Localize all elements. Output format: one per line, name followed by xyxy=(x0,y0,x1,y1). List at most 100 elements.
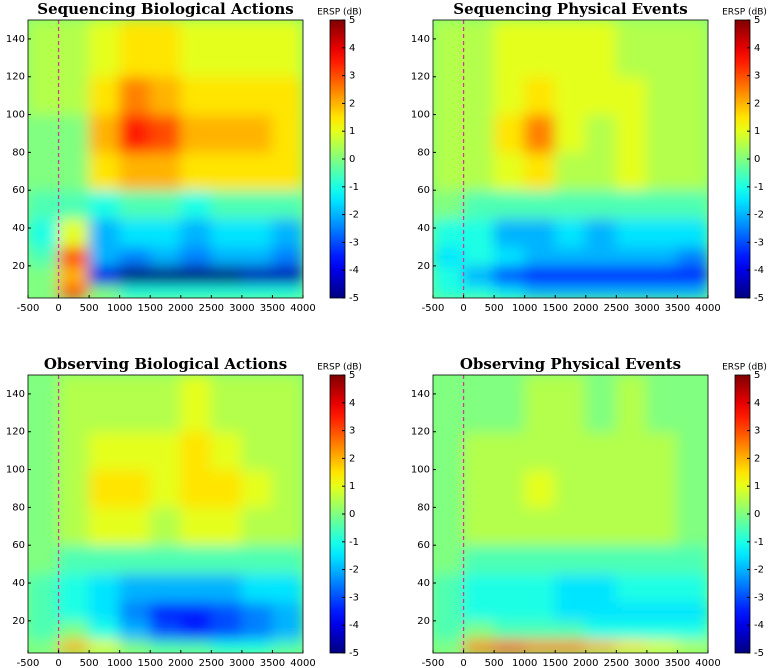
heat-cell xyxy=(58,469,90,508)
colorbar-tick-label: -5 xyxy=(754,293,764,304)
heat-cell xyxy=(210,246,243,267)
heatmap xyxy=(28,375,303,653)
y-tick-label: 140 xyxy=(6,34,25,45)
heat-cell xyxy=(646,265,678,286)
colorbar-tick-label: 1 xyxy=(349,126,355,137)
heat-cell xyxy=(615,506,648,546)
heat-cell xyxy=(493,506,526,546)
colorbar-tick-label: 3 xyxy=(754,71,760,82)
heat-cell xyxy=(676,151,708,191)
heat-cell xyxy=(463,265,495,286)
heat-cell xyxy=(463,284,495,298)
heat-cell xyxy=(210,506,243,546)
heat-cell xyxy=(554,620,587,641)
heat-cell xyxy=(554,284,587,298)
heat-cell xyxy=(433,265,465,286)
heat-cell xyxy=(58,639,90,653)
heat-cell xyxy=(149,20,182,78)
y-tick-label: 40 xyxy=(12,223,25,234)
panel: Observing Biological Actions-500 0 500 1000… xyxy=(6,355,362,668)
heat-cell xyxy=(676,284,708,298)
y-tick-label: 20 xyxy=(417,616,430,627)
heat-cell xyxy=(241,218,273,248)
heat-cell xyxy=(180,639,212,653)
heat-cell xyxy=(554,469,587,508)
heatmap-cells xyxy=(433,375,708,653)
x-tick-label: 3000 xyxy=(229,303,254,314)
heat-cell xyxy=(88,189,121,220)
heat-cell xyxy=(210,375,243,433)
heat-cell xyxy=(149,375,182,433)
colorbar-tick-label: 3 xyxy=(349,71,355,82)
heat-cell xyxy=(88,573,121,603)
heat-cell xyxy=(676,375,708,433)
panel-title: Observing Physical Events xyxy=(460,355,681,373)
heat-cell xyxy=(524,284,556,298)
heat-cell xyxy=(180,76,212,116)
x-tick-label: 2000 xyxy=(573,658,598,668)
heat-cell xyxy=(463,114,495,153)
heat-cell xyxy=(676,639,708,653)
heat-cell xyxy=(433,189,465,220)
heat-cell xyxy=(433,469,465,508)
heat-cell xyxy=(180,246,212,267)
y-tick-label: 120 xyxy=(411,427,430,438)
heat-cell xyxy=(493,246,526,267)
heat-cell xyxy=(646,76,678,116)
heat-cell xyxy=(676,431,708,471)
colorbar-tick-label: 4 xyxy=(754,398,760,409)
heat-cell xyxy=(463,601,495,622)
heat-cell xyxy=(149,506,182,546)
heat-cell xyxy=(676,469,708,508)
colorbar-tick-label: 2 xyxy=(754,98,760,109)
y-tick-label: 60 xyxy=(12,540,25,551)
heat-cell xyxy=(524,469,556,508)
plot-frame xyxy=(432,19,709,299)
y-tick-label: 120 xyxy=(6,72,25,83)
heat-cell xyxy=(180,114,212,153)
heat-cell xyxy=(119,114,151,153)
heat-cell xyxy=(149,284,182,298)
colorbar-tick-label: 4 xyxy=(754,43,760,54)
colorbar-tick-label: -5 xyxy=(754,648,764,659)
heat-cell xyxy=(119,601,151,622)
heat-cell xyxy=(615,639,648,653)
y-tick-label: 60 xyxy=(417,540,430,551)
y-tick-label: 140 xyxy=(411,389,430,400)
heat-cell xyxy=(271,76,303,116)
heat-cell xyxy=(585,246,617,267)
heat-cell xyxy=(241,76,273,116)
heat-cell xyxy=(493,620,526,641)
heat-cell xyxy=(433,218,465,248)
heat-cell xyxy=(28,76,60,116)
heat-cell xyxy=(28,601,60,622)
heat-cell xyxy=(149,218,182,248)
heat-cell xyxy=(180,544,212,575)
y-tick-label: 80 xyxy=(12,147,25,158)
heat-cell xyxy=(271,573,303,603)
x-tick-label: 2000 xyxy=(168,658,193,668)
heat-cell xyxy=(463,189,495,220)
heat-cell xyxy=(28,189,60,220)
colorbar-tick-label: 4 xyxy=(349,43,355,54)
y-tick-label: 20 xyxy=(417,261,430,272)
heat-cell xyxy=(524,246,556,267)
colorbar-label: ERSP (dB) xyxy=(317,8,362,18)
heat-cell xyxy=(271,20,303,78)
heat-cell xyxy=(646,573,678,603)
heat-cell xyxy=(585,506,617,546)
colorbar-tick-label: -2 xyxy=(349,210,359,221)
heat-cell xyxy=(149,189,182,220)
heat-cell xyxy=(149,620,182,641)
heat-cell xyxy=(646,544,678,575)
heat-cell xyxy=(119,639,151,653)
heat-cell xyxy=(88,469,121,508)
heat-cell xyxy=(554,375,587,433)
x-tick-label: 500 xyxy=(485,658,504,668)
heat-cell xyxy=(585,573,617,603)
colorbar-tick-label: -2 xyxy=(754,210,764,221)
heat-cell xyxy=(149,151,182,191)
heat-cell xyxy=(646,431,678,471)
heat-cell xyxy=(180,375,212,433)
heat-cell xyxy=(615,20,648,78)
